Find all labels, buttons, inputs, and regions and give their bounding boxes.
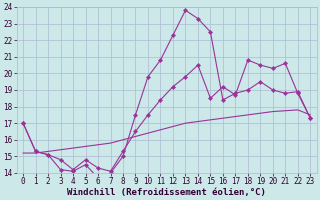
X-axis label: Windchill (Refroidissement éolien,°C): Windchill (Refroidissement éolien,°C) <box>67 188 266 197</box>
